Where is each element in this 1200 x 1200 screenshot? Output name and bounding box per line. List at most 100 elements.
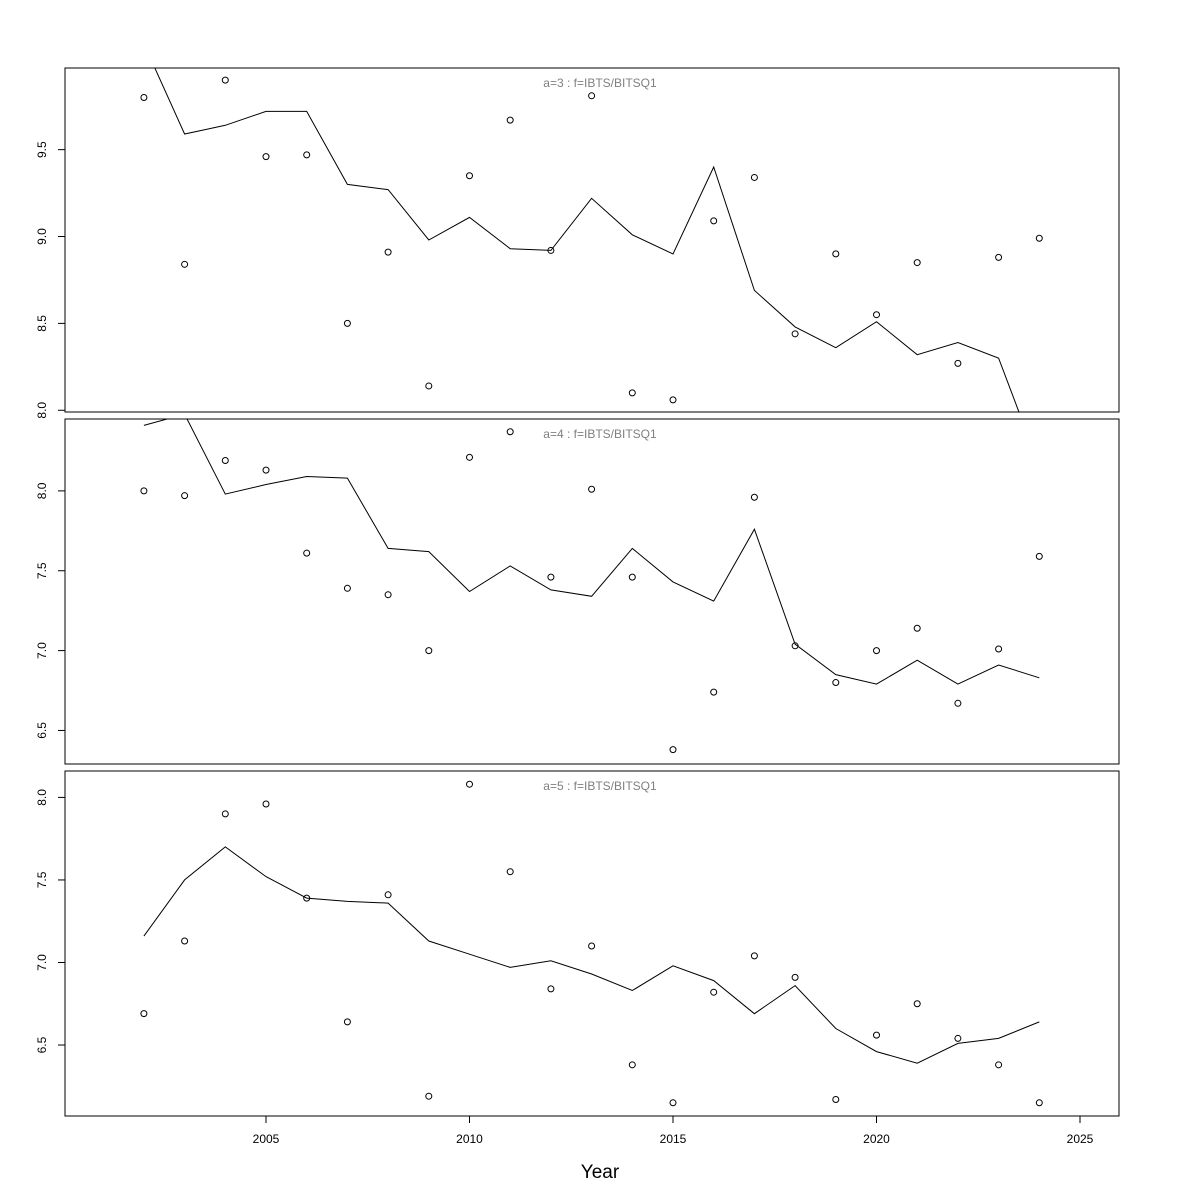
observed-point bbox=[1035, 1099, 1043, 1107]
observed-point bbox=[221, 457, 229, 465]
observed-point bbox=[628, 389, 636, 397]
observed-point bbox=[466, 780, 473, 788]
observed-point bbox=[588, 942, 596, 950]
observed-point bbox=[181, 492, 189, 500]
observed-point bbox=[140, 1010, 148, 1018]
observed-point bbox=[873, 1031, 880, 1039]
observed-point bbox=[913, 624, 921, 632]
observed-point bbox=[588, 485, 596, 493]
observed-point bbox=[425, 647, 433, 655]
y-tick-label: 8.0 bbox=[35, 402, 49, 419]
y-tick-label: 9.0 bbox=[35, 228, 49, 245]
observed-point bbox=[669, 1099, 677, 1107]
observed-point bbox=[791, 973, 799, 981]
observed-point bbox=[588, 92, 596, 100]
y-tick-label: 7.0 bbox=[35, 954, 49, 971]
observed-point bbox=[181, 260, 189, 268]
observed-point bbox=[750, 173, 758, 181]
observed-point bbox=[384, 591, 392, 599]
observed-point bbox=[832, 1095, 840, 1103]
observed-point bbox=[1035, 552, 1043, 560]
observed-point bbox=[791, 330, 799, 338]
observed-point bbox=[995, 1061, 1003, 1069]
observed-point bbox=[995, 645, 1003, 653]
y-tick-label: 8.5 bbox=[35, 315, 49, 332]
fitted-line bbox=[154, 68, 1020, 412]
observed-point bbox=[750, 952, 758, 960]
x-tick-label: 2025 bbox=[1067, 1132, 1094, 1146]
observed-point bbox=[425, 1092, 433, 1100]
observed-point bbox=[628, 573, 636, 581]
observed-point bbox=[506, 868, 514, 876]
observed-point bbox=[750, 493, 758, 501]
observed-point bbox=[140, 487, 148, 495]
panel-1: a=3 : f=IBTS/BITSQ1 8.0 8.5 9.0 9.5 bbox=[35, 67, 1120, 419]
observed-point bbox=[221, 76, 229, 84]
x-tick-label: 2020 bbox=[863, 1132, 890, 1146]
observed-point bbox=[466, 172, 473, 180]
x-tick-label: 2005 bbox=[253, 1132, 280, 1146]
observed-point bbox=[628, 1061, 636, 1069]
panel-frame bbox=[64, 418, 1120, 765]
observed-point bbox=[954, 699, 962, 707]
observed-point bbox=[547, 573, 555, 581]
y-tick-label: 6.5 bbox=[35, 722, 49, 739]
observed-point bbox=[1035, 234, 1043, 242]
y-tick-label: 7.5 bbox=[35, 562, 49, 579]
observed-point bbox=[506, 116, 514, 124]
observed-point bbox=[343, 1018, 351, 1026]
observed-point bbox=[262, 800, 270, 808]
observed-point bbox=[710, 217, 718, 225]
panel-title: a=4 : f=IBTS/BITSQ1 bbox=[543, 427, 657, 441]
y-tick-label: 6.5 bbox=[35, 1036, 49, 1053]
observed-point bbox=[873, 647, 880, 655]
y-tick-label: 9.5 bbox=[35, 141, 49, 158]
observed-point bbox=[384, 891, 392, 899]
observed-point bbox=[140, 94, 148, 102]
observed-point bbox=[466, 453, 473, 461]
observed-point bbox=[669, 746, 677, 754]
observed-point bbox=[710, 688, 718, 696]
observed-point bbox=[425, 382, 433, 390]
panel-3: a=5 : f=IBTS/BITSQ1 6.5 7.0 7.5 8.0 bbox=[35, 770, 1120, 1117]
observed-point bbox=[221, 810, 229, 818]
observed-point bbox=[303, 894, 311, 902]
panels: a=3 : f=IBTS/BITSQ1 8.0 8.5 9.0 9.5 a=4 : f=I… bbox=[35, 67, 1120, 1117]
observed-point bbox=[710, 988, 718, 996]
panel-2: a=4 : f=IBTS/BITSQ1 6.5 7.0 7.5 8.0 bbox=[35, 418, 1120, 765]
observed-point bbox=[954, 1034, 962, 1042]
panel-frame bbox=[64, 67, 1120, 413]
observed-point bbox=[913, 1000, 921, 1008]
observed-point bbox=[995, 253, 1003, 261]
observed-point bbox=[262, 153, 270, 161]
observed-point bbox=[384, 248, 392, 256]
observed-point bbox=[547, 246, 555, 254]
x-axis: 2005 2010 2015 2020 2025 bbox=[253, 1115, 1094, 1146]
observed-point bbox=[303, 151, 311, 159]
observed-point bbox=[506, 428, 514, 436]
observed-point bbox=[181, 937, 189, 945]
observed-point bbox=[913, 259, 921, 267]
observed-point bbox=[343, 319, 351, 327]
y-tick-label: 8.0 bbox=[35, 482, 49, 499]
observed-point bbox=[791, 642, 799, 650]
observed-point bbox=[832, 679, 840, 687]
observed-point bbox=[262, 466, 270, 474]
fitted-line bbox=[143, 419, 1040, 685]
y-tick-label: 7.0 bbox=[35, 642, 49, 659]
x-tick-label: 2015 bbox=[660, 1132, 687, 1146]
y-tick-label: 7.5 bbox=[35, 871, 49, 888]
y-tick-label: 8.0 bbox=[35, 789, 49, 806]
observed-point bbox=[343, 584, 351, 592]
observed-point bbox=[873, 311, 880, 319]
observed-point bbox=[954, 359, 962, 367]
observed-point bbox=[669, 396, 677, 404]
observed-point bbox=[303, 549, 311, 557]
observed-point bbox=[547, 985, 555, 993]
x-axis-label: Year bbox=[581, 1162, 620, 1183]
fitted-line bbox=[143, 846, 1040, 1064]
panel-title: a=5 : f=IBTS/BITSQ1 bbox=[543, 779, 657, 793]
panel-title: a=3 : f=IBTS/BITSQ1 bbox=[543, 76, 657, 90]
observed-point bbox=[832, 250, 840, 258]
